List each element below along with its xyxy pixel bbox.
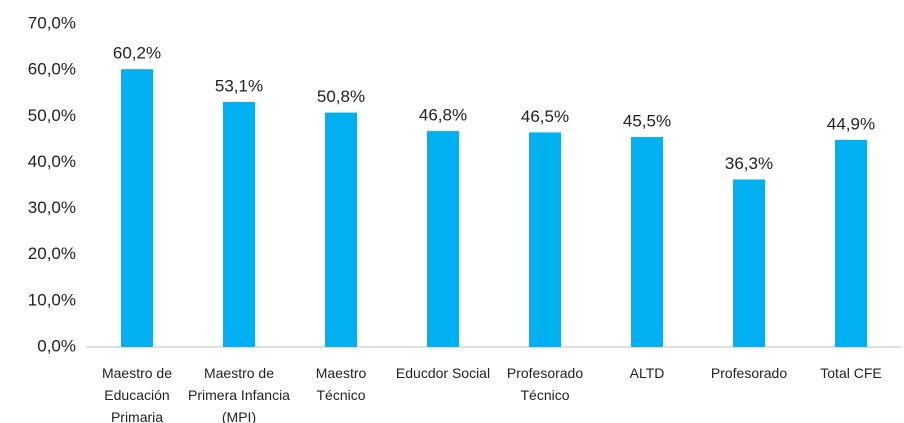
x-tick-label: Maestro de Primera Infancia (MPI)	[188, 365, 290, 423]
bar	[121, 69, 153, 347]
y-tick-label: 30,0%	[28, 198, 76, 217]
bar	[529, 132, 561, 347]
value-label: 53,1%	[215, 76, 263, 95]
value-label: 46,8%	[419, 106, 467, 125]
value-label: 60,2%	[113, 44, 161, 63]
x-tick-label: Maestro de Educación Primaria	[101, 365, 173, 423]
value-label: 50,8%	[317, 87, 365, 106]
bar	[223, 101, 255, 347]
y-tick-label: 70,0%	[28, 13, 76, 32]
x-tick-label: Profesorado	[710, 365, 788, 381]
value-label: 36,3%	[725, 154, 773, 173]
bar	[835, 139, 867, 347]
bar	[733, 179, 765, 347]
x-tick-label: Educdor Social	[395, 365, 491, 381]
value-label: 44,9%	[827, 114, 875, 133]
y-tick-label: 50,0%	[28, 106, 76, 125]
y-tick-label: 10,0%	[28, 290, 76, 309]
x-tick-label: ALTD	[629, 365, 665, 381]
y-tick-label: 40,0%	[28, 152, 76, 171]
value-label: 46,5%	[521, 107, 569, 126]
bar	[631, 137, 663, 347]
y-tick-label: 20,0%	[28, 244, 76, 263]
y-tick-label: 60,0%	[28, 60, 76, 79]
bar	[427, 131, 459, 347]
y-tick-label: 0,0%	[37, 336, 76, 355]
x-tick-label: Total CFE	[820, 365, 882, 381]
value-label: 45,5%	[623, 112, 671, 131]
x-tick-label: Profesorado Técnico	[506, 365, 584, 403]
bar	[325, 112, 357, 347]
x-tick-label: Maestro Técnico	[315, 365, 367, 403]
